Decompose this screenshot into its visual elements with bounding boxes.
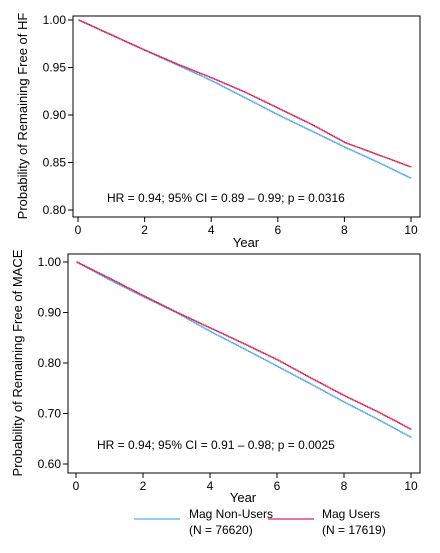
mace-y-axis-title: Probability of Remaining Free of MACE [10, 249, 25, 476]
hf-y-tick-label: 0.80 [43, 203, 67, 217]
hf-plot-frame [72, 15, 421, 218]
hf-ticks-layer: 0.80 0.85 0.90 0.95 1.00 0 2 4 6 8 10 [43, 13, 418, 237]
legend-label-users: Mag Users [322, 507, 380, 521]
hf-x-tick-label: 2 [141, 223, 148, 237]
legend: Mag Non-Users (N = 76620) Mag Users (N =… [134, 507, 386, 537]
mace-series-non-users [76, 261, 412, 438]
mace-x-tick-label: 10 [404, 479, 418, 493]
hf-y-tick-label: 0.95 [43, 61, 67, 75]
mace-x-axis-title: Year [230, 490, 257, 505]
legend-label-non-users: Mag Non-Users [189, 507, 273, 521]
hf-series-non-users [78, 19, 412, 179]
hf-hazard-ratio-annotation: HR = 0.94; 95% CI = 0.89 – 0.99; p = 0.0… [107, 191, 345, 205]
mace-hazard-ratio-annotation: HR = 0.94; 95% CI = 0.91 – 0.98; p = 0.0… [97, 438, 335, 452]
mace-x-tick-label: 4 [207, 479, 214, 493]
mace-x-tick-label: 6 [274, 479, 281, 493]
hf-panel: 0.80 0.85 0.90 0.95 1.00 0 2 4 6 8 10 Probability … [15, 13, 421, 250]
hf-y-axis-title: Probability of Remaining Free of HF [15, 13, 30, 220]
mace-y-tick-label: 1.00 [38, 255, 62, 269]
hf-series-layer [78, 19, 412, 179]
hf-y-tick-label: 0.90 [43, 108, 67, 122]
mace-x-tick-label: 8 [341, 479, 348, 493]
mace-y-tick-label: 0.60 [38, 457, 62, 471]
hf-y-tick-label: 1.00 [43, 13, 67, 27]
hf-x-tick-label: 6 [274, 223, 281, 237]
hf-series-users [78, 19, 412, 168]
hf-x-tick-label: 0 [75, 223, 82, 237]
mace-series-layer [76, 261, 412, 438]
legend-n-users: (N = 17619) [322, 523, 386, 537]
mace-panel: 0.60 0.70 0.80 0.90 1.00 0 2 4 6 8 10 Probability … [10, 249, 421, 505]
mace-y-tick-label: 0.90 [38, 306, 62, 320]
hf-x-axis-title: Year [233, 235, 260, 250]
hf-y-tick-label: 0.85 [43, 156, 67, 170]
hf-x-tick-label: 4 [208, 223, 215, 237]
legend-n-non-users: (N = 76620) [189, 523, 253, 537]
mace-series-users [76, 261, 412, 430]
mace-y-tick-label: 0.70 [38, 407, 62, 421]
mace-x-tick-label: 2 [140, 479, 147, 493]
hf-x-tick-label: 10 [404, 223, 418, 237]
mace-ticks-layer: 0.60 0.70 0.80 0.90 1.00 0 2 4 6 8 10 [38, 255, 418, 493]
mace-x-tick-label: 0 [73, 479, 80, 493]
hf-x-tick-label: 8 [341, 223, 348, 237]
mace-y-tick-label: 0.80 [38, 356, 62, 370]
